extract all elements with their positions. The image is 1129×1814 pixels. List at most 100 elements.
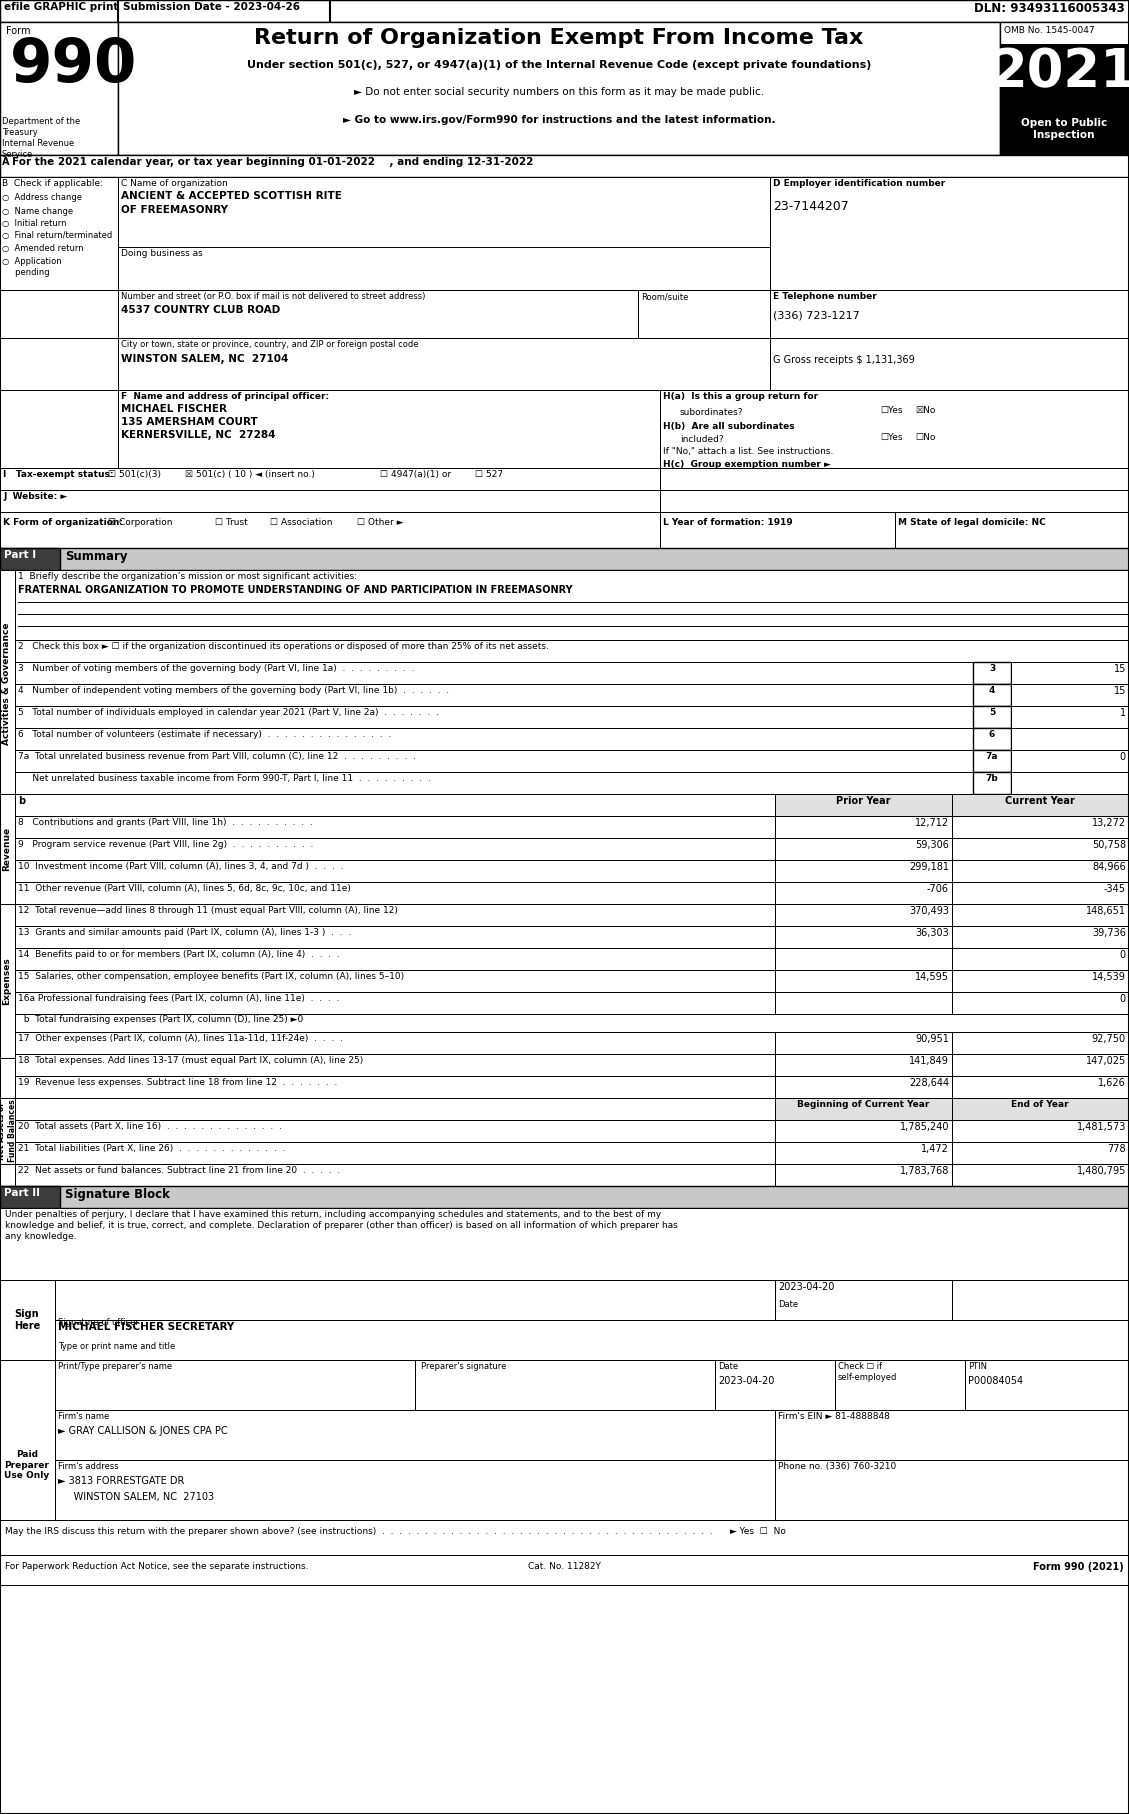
Text: Date: Date [778,1301,798,1310]
Bar [0,1097,15,1165]
Text: 50,758: 50,758 [1092,840,1126,851]
Bar [0,390,119,468]
Bar [638,290,770,337]
Text: 10  Investment income (Part VIII, column (A), lines 3, 4, and 7d )  .  .  .  .: 10 Investment income (Part VIII, column … [18,862,343,871]
Text: 39,736: 39,736 [1092,929,1126,938]
Bar [55,1281,774,1321]
Text: Type or print name and title: Type or print name and title [58,1342,175,1351]
Bar [0,178,119,290]
Text: 1,472: 1,472 [921,1145,949,1154]
Bar [415,1360,715,1409]
Bar [15,992,774,1014]
Bar [0,903,15,1058]
Text: 147,025: 147,025 [1086,1056,1126,1067]
Bar [774,1165,952,1186]
Text: Expenses: Expenses [2,958,11,1005]
Text: WINSTON SALEM, NC  27103: WINSTON SALEM, NC 27103 [58,1491,215,1502]
Text: Open to Public
Inspection: Open to Public Inspection [1021,118,1108,140]
Text: H(b)  Are all subordinates: H(b) Are all subordinates [663,423,795,432]
Bar [774,1097,952,1119]
Text: -706: -706 [927,883,949,894]
Text: ANCIENT & ACCEPTED SCOTTISH RITE: ANCIENT & ACCEPTED SCOTTISH RITE [121,190,342,201]
Text: 2023-04-20: 2023-04-20 [718,1377,774,1386]
Bar [1000,44,1129,114]
Text: 14,595: 14,595 [914,972,949,981]
Bar [660,512,895,548]
Bar [952,860,1129,882]
Bar [774,1460,1129,1520]
Text: 17  Other expenses (Part IX, column (A), lines 11a-11d, 11f-24e)  .  .  .  .: 17 Other expenses (Part IX, column (A), … [18,1034,343,1043]
Text: For Paperwork Reduction Act Notice, see the separate instructions.: For Paperwork Reduction Act Notice, see … [5,1562,308,1571]
Text: K Form of organization:: K Form of organization: [3,519,123,528]
Bar [15,684,973,706]
Text: Net unrelated business taxable income from Form 990-T, Part I, line 11  .  .  . : Net unrelated business taxable income fr… [18,775,431,784]
Text: ☐ Association: ☐ Association [270,519,333,528]
Bar [15,727,973,749]
Bar [774,860,952,882]
Text: Cat. No. 11282Y: Cat. No. 11282Y [527,1562,601,1571]
Bar [0,512,660,548]
Bar [952,903,1129,925]
Bar [15,1165,774,1186]
Text: Phone no. (336) 760-3210: Phone no. (336) 760-3210 [778,1462,896,1471]
Bar [0,548,60,570]
Text: MICHAEL FISCHER SECRETARY: MICHAEL FISCHER SECRETARY [58,1322,234,1331]
Bar [15,1032,774,1054]
Bar [15,662,973,684]
Bar [15,795,774,816]
Bar [774,925,952,949]
Text: 36,303: 36,303 [916,929,949,938]
Bar [952,1097,1129,1119]
Text: ☐Yes: ☐Yes [879,406,902,415]
Bar [0,1281,55,1360]
Bar [774,1119,952,1143]
Bar [774,1076,952,1097]
Text: ☐Yes: ☐Yes [879,434,902,443]
Bar [0,337,119,390]
Bar [55,1409,774,1460]
Bar [774,1143,952,1165]
Bar [952,925,1129,949]
Text: 14  Benefits paid to or for members (Part IX, column (A), line 4)  .  .  .  .: 14 Benefits paid to or for members (Part… [18,951,340,960]
Text: 9   Program service revenue (Part VIII, line 2g)  .  .  .  .  .  .  .  .  .  .: 9 Program service revenue (Part VIII, li… [18,840,314,849]
Text: 2021: 2021 [990,45,1129,98]
Bar [715,1360,835,1409]
Text: included?: included? [680,435,724,444]
Text: 7a: 7a [986,753,998,762]
Bar [1010,684,1129,706]
Text: efile GRAPHIC print: efile GRAPHIC print [5,2,119,13]
Text: 7b: 7b [986,775,998,784]
Bar [774,795,952,816]
Bar [0,490,660,512]
Bar [15,925,774,949]
Bar [1000,114,1129,154]
Bar [952,795,1129,816]
Bar [0,154,1129,178]
Text: PTIN: PTIN [968,1362,987,1371]
Bar [952,1281,1129,1321]
Text: 12,712: 12,712 [914,818,949,827]
Text: 84,966: 84,966 [1092,862,1126,873]
Bar [0,0,1129,22]
Bar [952,1119,1129,1143]
Bar [0,1520,1129,1555]
Text: Part I: Part I [5,550,36,561]
Bar [774,1281,952,1321]
Bar [55,1460,774,1520]
Bar [0,570,1129,640]
Text: If "No," attach a list. See instructions.: If "No," attach a list. See instructions… [663,446,833,455]
Text: ☐ Trust: ☐ Trust [215,519,247,528]
Text: 370,493: 370,493 [909,905,949,916]
Text: Net Assets or
Fund Balances: Net Assets or Fund Balances [0,1099,17,1163]
Text: D Employer identification number: D Employer identification number [773,180,945,189]
Bar [15,640,1129,662]
Text: H(a)  Is this a group return for: H(a) Is this a group return for [663,392,819,401]
Text: ☒ 501(c) ( 10 ) ◄ (insert no.): ☒ 501(c) ( 10 ) ◄ (insert no.) [185,470,315,479]
Text: 90,951: 90,951 [916,1034,949,1045]
Bar [15,838,774,860]
Text: ► 3813 FORRESTGATE DR: ► 3813 FORRESTGATE DR [58,1477,184,1486]
Bar [952,1165,1129,1186]
Text: 3   Number of voting members of the governing body (Part VI, line 1a)  .  .  .  : 3 Number of voting members of the govern… [18,664,414,673]
Text: Sign
Here: Sign Here [14,1310,41,1331]
Text: 4: 4 [989,686,995,695]
